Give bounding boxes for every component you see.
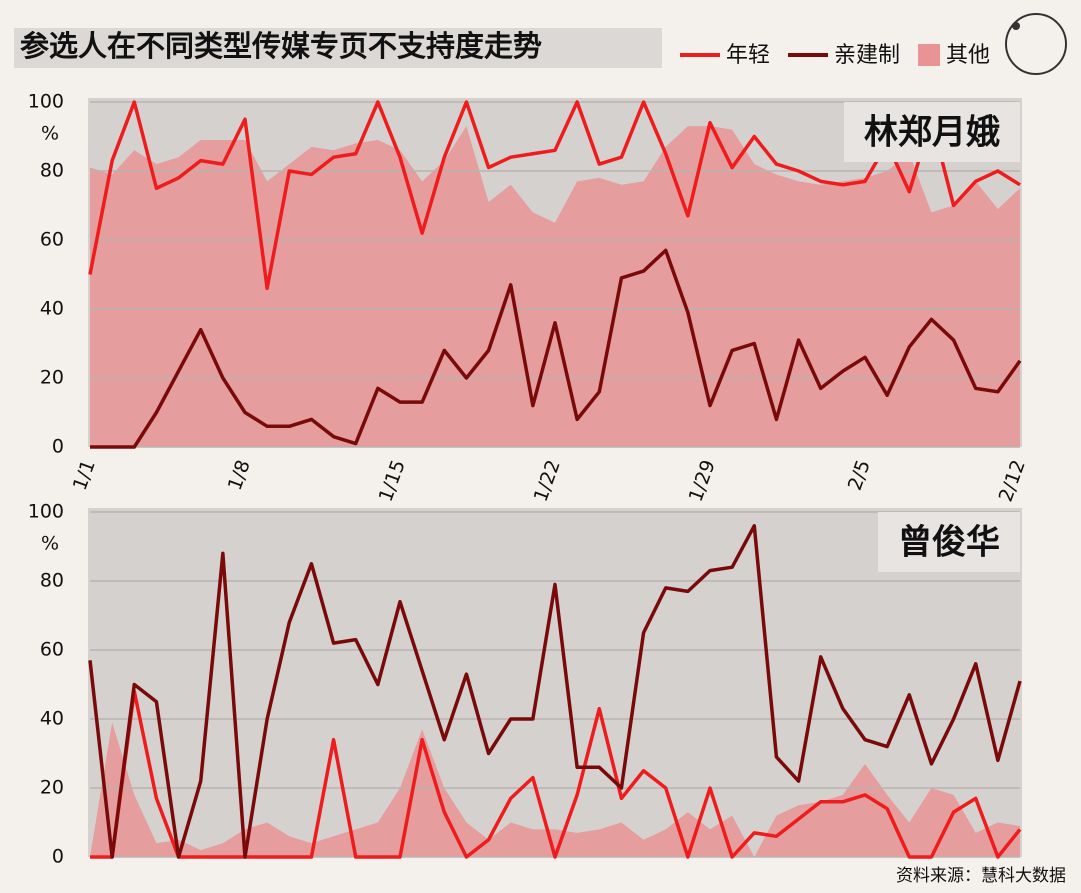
y-tick-label: 40: [40, 708, 64, 730]
y-tick-label: 80: [40, 570, 64, 592]
y-tick-label: 20: [40, 777, 64, 799]
panel-label: 曾俊华: [898, 523, 1000, 563]
chart-title: 参选人在不同类型传媒专页不支持度走势: [20, 29, 542, 63]
panel-label-box: [844, 102, 1020, 162]
y-tick-label: 60: [40, 639, 64, 661]
legend-swatch: [918, 44, 941, 66]
logo-dot: [1012, 22, 1020, 30]
y-tick-label: 20: [40, 367, 64, 389]
x-tick-label: 2/5: [844, 457, 875, 493]
area: [90, 722, 1020, 857]
x-tick-label: 1/29: [685, 457, 720, 505]
x-tick-label: 1/15: [375, 457, 410, 505]
x-tick-label: 1/8: [224, 457, 255, 493]
panel-label-box: [878, 512, 1020, 572]
y-tick-label: 80: [40, 160, 64, 182]
legend-label: 年轻: [726, 43, 770, 68]
y-tick-label: 100: [28, 501, 64, 523]
panel-label: 林郑月娥: [864, 113, 1000, 153]
y-tick-label: 40: [40, 298, 64, 320]
y-unit: %: [41, 123, 59, 145]
x-tick-label: 2/12: [995, 457, 1030, 505]
title-band: [14, 28, 662, 68]
y-tick-label: 100: [28, 91, 64, 113]
x-tick-label: 1/1: [69, 457, 100, 493]
line: [88, 524, 1022, 859]
y-tick-label: 0: [52, 436, 64, 458]
legend-label: 其他: [946, 43, 990, 68]
line: [90, 248, 1022, 449]
legend-label: 亲建制: [834, 43, 900, 68]
y-tick-label: 60: [40, 229, 64, 251]
logo: [1005, 13, 1067, 75]
y-tick-label: 0: [52, 846, 64, 868]
area: [90, 126, 1020, 448]
source: 资料来源：慧科大数据: [896, 866, 1066, 886]
line: [88, 100, 1021, 291]
y-unit: %: [41, 533, 59, 555]
x-tick-label: 1/22: [530, 457, 565, 505]
